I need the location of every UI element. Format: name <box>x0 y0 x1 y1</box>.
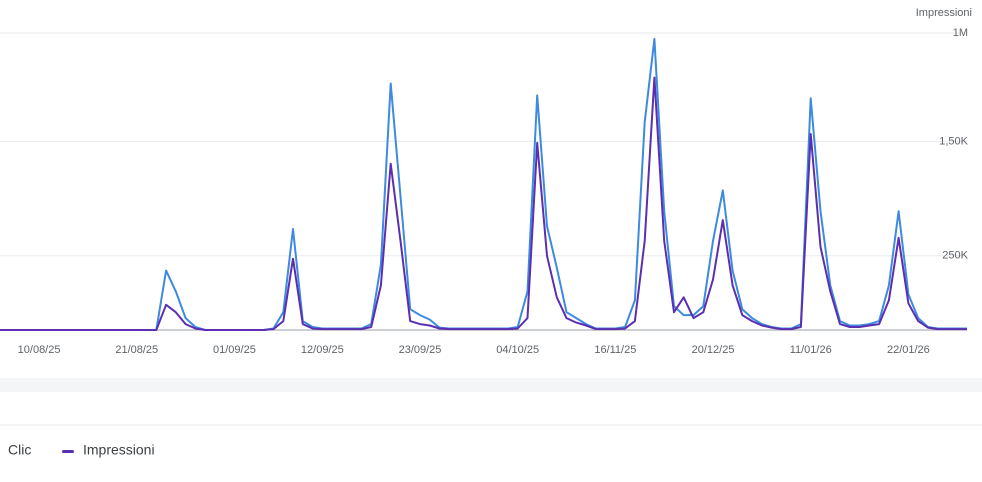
series-line <box>0 76 967 331</box>
legend: Clic Impressioni <box>8 442 155 458</box>
y-tick-label: 1M <box>953 27 968 39</box>
x-tick-label: 22/01/26 <box>887 344 930 356</box>
x-tick-label: 20/12/25 <box>692 344 735 356</box>
scroll-band <box>0 378 982 392</box>
y-tick-label: 250K <box>942 250 968 262</box>
x-tick-label: 16/11/25 <box>594 344 636 356</box>
x-tick-label: 04/10/25 <box>496 344 539 356</box>
x-tick-label: 01/09/25 <box>213 344 256 356</box>
series-line <box>0 37 967 331</box>
x-tick-label: 21/08/25 <box>115 344 158 356</box>
x-tick-label: 10/08/25 <box>18 344 61 356</box>
y-axis-title: Impressioni <box>916 7 972 19</box>
x-tick-label: 23/09/25 <box>399 344 442 356</box>
legend-swatch <box>62 450 74 453</box>
x-tick-label: 12/09/25 <box>301 344 344 356</box>
y-tick-label: 1,50K <box>939 135 968 147</box>
x-tick-label: 11/01/26 <box>790 344 832 356</box>
legend-label: Impressioni <box>83 442 155 458</box>
legend-label: Clic <box>8 442 31 458</box>
